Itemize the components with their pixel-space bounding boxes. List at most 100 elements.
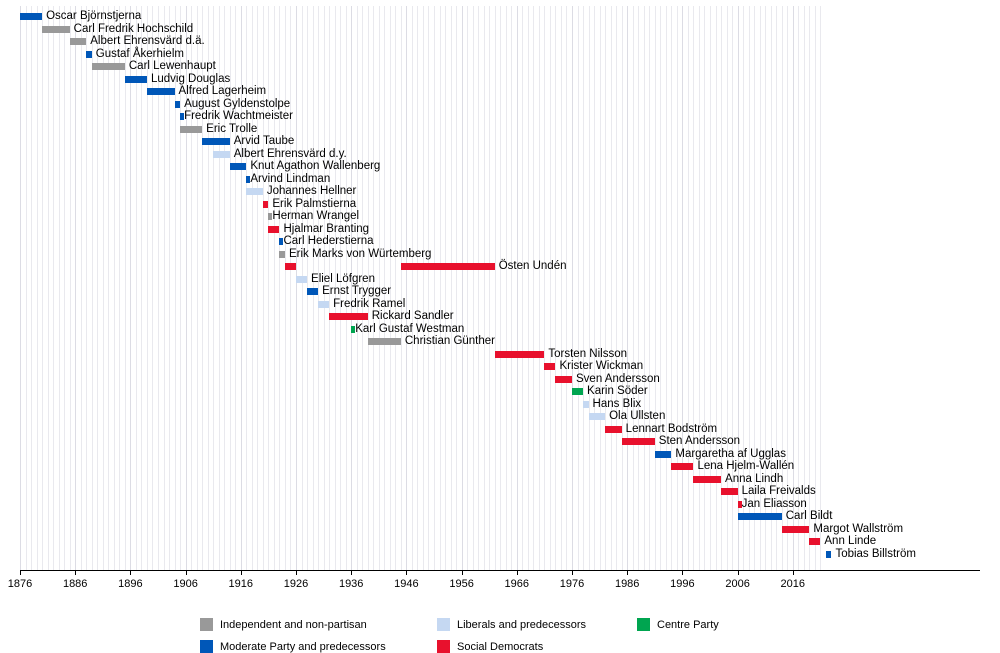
gridline xyxy=(792,6,794,570)
timeline-bar xyxy=(555,375,572,383)
gridline xyxy=(395,6,397,570)
gridline xyxy=(676,6,678,570)
gridline xyxy=(97,6,99,570)
bar-label: Carl Lewenhaupt xyxy=(128,60,216,72)
axis-tick-label: 1906 xyxy=(173,578,198,590)
gridline xyxy=(191,6,193,570)
gridline xyxy=(533,6,535,570)
timeline-bar xyxy=(400,263,495,270)
plot-area: Oscar Björnstjerna Carl Fredrik Hochschil… xyxy=(20,6,980,570)
gridline xyxy=(180,6,182,570)
bar-label: Ernst Trygger xyxy=(322,285,392,297)
axis-tick-label: 2006 xyxy=(725,578,750,590)
gridline xyxy=(566,6,568,570)
gridline xyxy=(511,6,513,570)
bar-label: Anna Lindh xyxy=(725,472,784,485)
gridline xyxy=(329,6,331,570)
axis-tick-label: 1946 xyxy=(394,578,419,590)
timeline-bar xyxy=(180,125,203,133)
legend-label: Social Democrats xyxy=(457,640,544,653)
gridline xyxy=(616,6,618,570)
gridline xyxy=(158,6,159,570)
gridline xyxy=(588,6,590,570)
axis-tick-label: 2016 xyxy=(780,578,806,590)
gridline xyxy=(213,6,215,570)
timeline-bar xyxy=(246,175,251,183)
axis-tick xyxy=(572,570,573,575)
gridline xyxy=(693,6,695,570)
gridline xyxy=(185,6,187,570)
gridline xyxy=(737,6,739,570)
gridline xyxy=(296,6,297,570)
bar-label: Albert Ehrensvärd d.y. xyxy=(233,147,347,160)
axis-tick-label: 1936 xyxy=(338,578,364,590)
timeline-bar xyxy=(588,413,606,420)
bar-label: Oscar Björnstjerna xyxy=(46,10,142,22)
gridline xyxy=(555,6,557,570)
axis-tick xyxy=(296,570,297,575)
legend-item: Moderate Party and predecessors xyxy=(200,640,386,653)
gridline xyxy=(207,6,209,570)
timeline-bar xyxy=(284,263,296,270)
gridline xyxy=(25,6,27,570)
gridline xyxy=(456,6,458,570)
chart-legend: Independent and non-partisan Liberals and… xyxy=(0,612,1000,653)
timeline-bar xyxy=(544,363,556,370)
bar-label: Jan Eliasson xyxy=(741,497,807,510)
legend-label: Centre Party xyxy=(657,618,719,631)
timeline-bar xyxy=(268,225,280,233)
timeline-bar xyxy=(809,538,821,545)
legend-label: Moderate Party and predecessors xyxy=(220,640,386,653)
gridline xyxy=(820,6,822,570)
timeline-bar xyxy=(572,388,584,395)
legend-item: Social Democrats xyxy=(437,640,543,653)
bar-label: Karin Söder xyxy=(587,385,648,397)
gridline xyxy=(196,6,198,570)
timeline-bar xyxy=(693,475,722,483)
x-axis-line xyxy=(20,570,980,571)
timeline-bar xyxy=(583,400,589,408)
gridline xyxy=(334,6,336,570)
gridline xyxy=(748,6,750,570)
timeline-bar xyxy=(825,550,832,558)
bar-label: Ann Linde xyxy=(824,535,877,547)
timeline-bar xyxy=(268,213,273,220)
timeline-bar xyxy=(781,525,810,533)
gridline xyxy=(119,6,121,570)
timeline-bar xyxy=(605,425,622,433)
gridline xyxy=(649,6,651,570)
axis-tick xyxy=(792,570,794,575)
gridline xyxy=(522,6,524,570)
gridline xyxy=(345,6,347,570)
gridline xyxy=(538,6,540,570)
gridline xyxy=(527,6,529,570)
timeline-bar xyxy=(654,450,672,458)
timeline-bar xyxy=(213,150,230,158)
axis-tick-label: 1886 xyxy=(62,578,88,590)
timeline-bar xyxy=(367,338,401,345)
axis-tick xyxy=(627,570,629,575)
gridline xyxy=(86,6,88,570)
timeline-bar xyxy=(351,325,356,333)
bar-label: Lena Hjelm-Wallén xyxy=(697,460,795,472)
axis-tick-label: 1996 xyxy=(670,578,695,590)
bar-label: Carl Fredrik Hochschild xyxy=(73,22,194,35)
gridline xyxy=(770,6,772,570)
gridline xyxy=(516,6,518,570)
gridline xyxy=(69,6,71,570)
gridline xyxy=(654,6,656,570)
gridline xyxy=(610,6,612,570)
gridline xyxy=(224,6,226,570)
gridline xyxy=(422,6,424,570)
timeline-bar xyxy=(180,113,185,120)
gridline xyxy=(202,6,204,570)
gridline xyxy=(130,6,132,570)
gridline xyxy=(621,6,623,570)
gridline xyxy=(665,6,667,570)
gridline xyxy=(638,6,640,570)
gridline xyxy=(743,6,745,570)
axis-tick-label: 1926 xyxy=(283,578,309,590)
gridline xyxy=(406,6,408,570)
timeline-bar xyxy=(279,238,284,245)
axis-tick-label: 1986 xyxy=(614,578,640,590)
